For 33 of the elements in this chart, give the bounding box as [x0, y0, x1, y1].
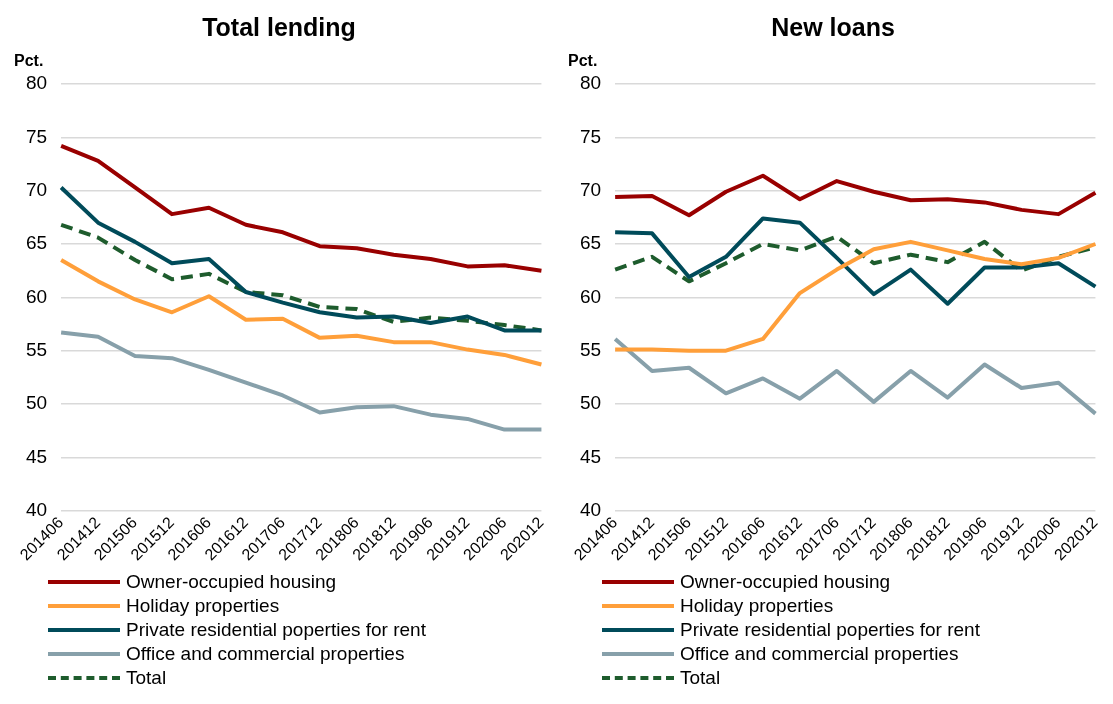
legend-label: Total	[680, 667, 721, 689]
legend-label: Holiday properties	[680, 595, 834, 617]
legend-label: Total	[126, 667, 167, 689]
legend-label: Office and commercial properties	[680, 643, 959, 665]
line-series	[59, 222, 544, 333]
y-tick-label: 75	[579, 125, 602, 147]
y-tick-label: 60	[579, 285, 602, 307]
y-tick-label: 70	[25, 178, 48, 200]
y-tick-label: 40	[25, 498, 48, 520]
y-tick-label: 50	[25, 392, 48, 414]
y-tick-label: 80	[25, 72, 48, 94]
y-tick-label: 75	[25, 125, 48, 147]
y-tick-label: 60	[25, 285, 48, 307]
chart-title: Total lending	[202, 12, 356, 41]
y-axis-title: Pct.	[14, 52, 44, 70]
y-tick-label: 80	[579, 72, 602, 94]
legend-label: Holiday properties	[126, 595, 280, 617]
y-tick-label: 40	[579, 498, 602, 520]
y-tick-label: 70	[579, 178, 602, 200]
y-axis-title: Pct.	[568, 52, 598, 70]
y-tick-label: 45	[25, 445, 48, 467]
legend-label: Private residential poperties for rent	[680, 619, 980, 641]
y-tick-label: 45	[579, 445, 602, 467]
y-tick-label: 55	[579, 338, 602, 360]
y-tick-label: 65	[579, 232, 602, 254]
legend-label: Owner-occupied housing	[680, 571, 891, 593]
legend-label: Owner-occupied housing	[126, 571, 337, 593]
legend-label: Private residential poperties for rent	[126, 619, 426, 641]
y-tick-label: 55	[25, 338, 48, 360]
chart-title: New loans	[771, 12, 895, 41]
y-tick-label: 50	[579, 392, 602, 414]
legend-label: Office and commercial properties	[126, 643, 405, 665]
y-tick-label: 65	[25, 232, 48, 254]
